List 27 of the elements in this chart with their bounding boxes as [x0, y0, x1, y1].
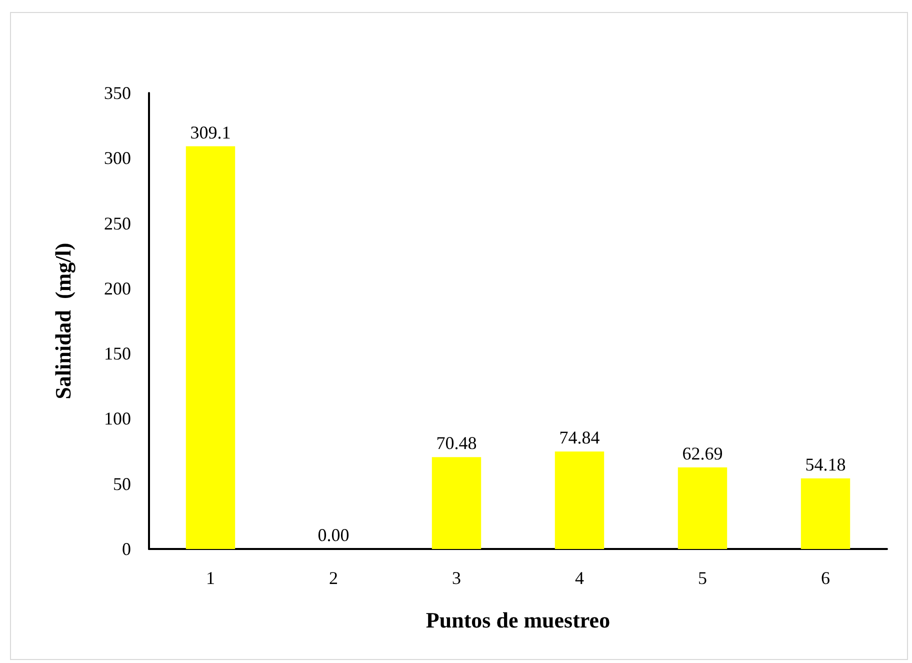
data-label: 309.1: [190, 122, 231, 142]
x-tick-label: 2: [329, 568, 338, 588]
bar: [432, 457, 482, 549]
x-tick-label: 4: [575, 568, 584, 588]
data-label: 70.48: [436, 433, 477, 454]
y-tick-label: 50: [113, 474, 131, 494]
data-label: 74.84: [559, 427, 600, 448]
bar: [678, 467, 728, 549]
y-tick-label: 200: [104, 278, 131, 298]
bar: [800, 478, 850, 549]
y-tick-label: 150: [104, 344, 131, 364]
y-tick-label: 0: [122, 539, 131, 559]
x-tick-label: 3: [452, 568, 461, 588]
y-tick-label: 350: [104, 83, 131, 103]
y-tick-label: 300: [104, 148, 131, 168]
bar: [554, 451, 604, 549]
y-tick-label: 250: [104, 213, 131, 234]
x-tick-label: 1: [206, 568, 215, 588]
x-tick-label: 5: [698, 568, 707, 588]
y-axis-title: Salinidad (mg/l): [50, 242, 76, 400]
data-label: 54.18: [805, 454, 846, 474]
y-tick-label: 100: [104, 408, 131, 429]
data-label: 0.00: [318, 525, 350, 545]
x-axis-title: Puntos de muestreo: [426, 608, 610, 632]
x-tick-label: 6: [821, 568, 830, 588]
bar: [186, 146, 236, 549]
data-label: 62.69: [682, 443, 723, 464]
